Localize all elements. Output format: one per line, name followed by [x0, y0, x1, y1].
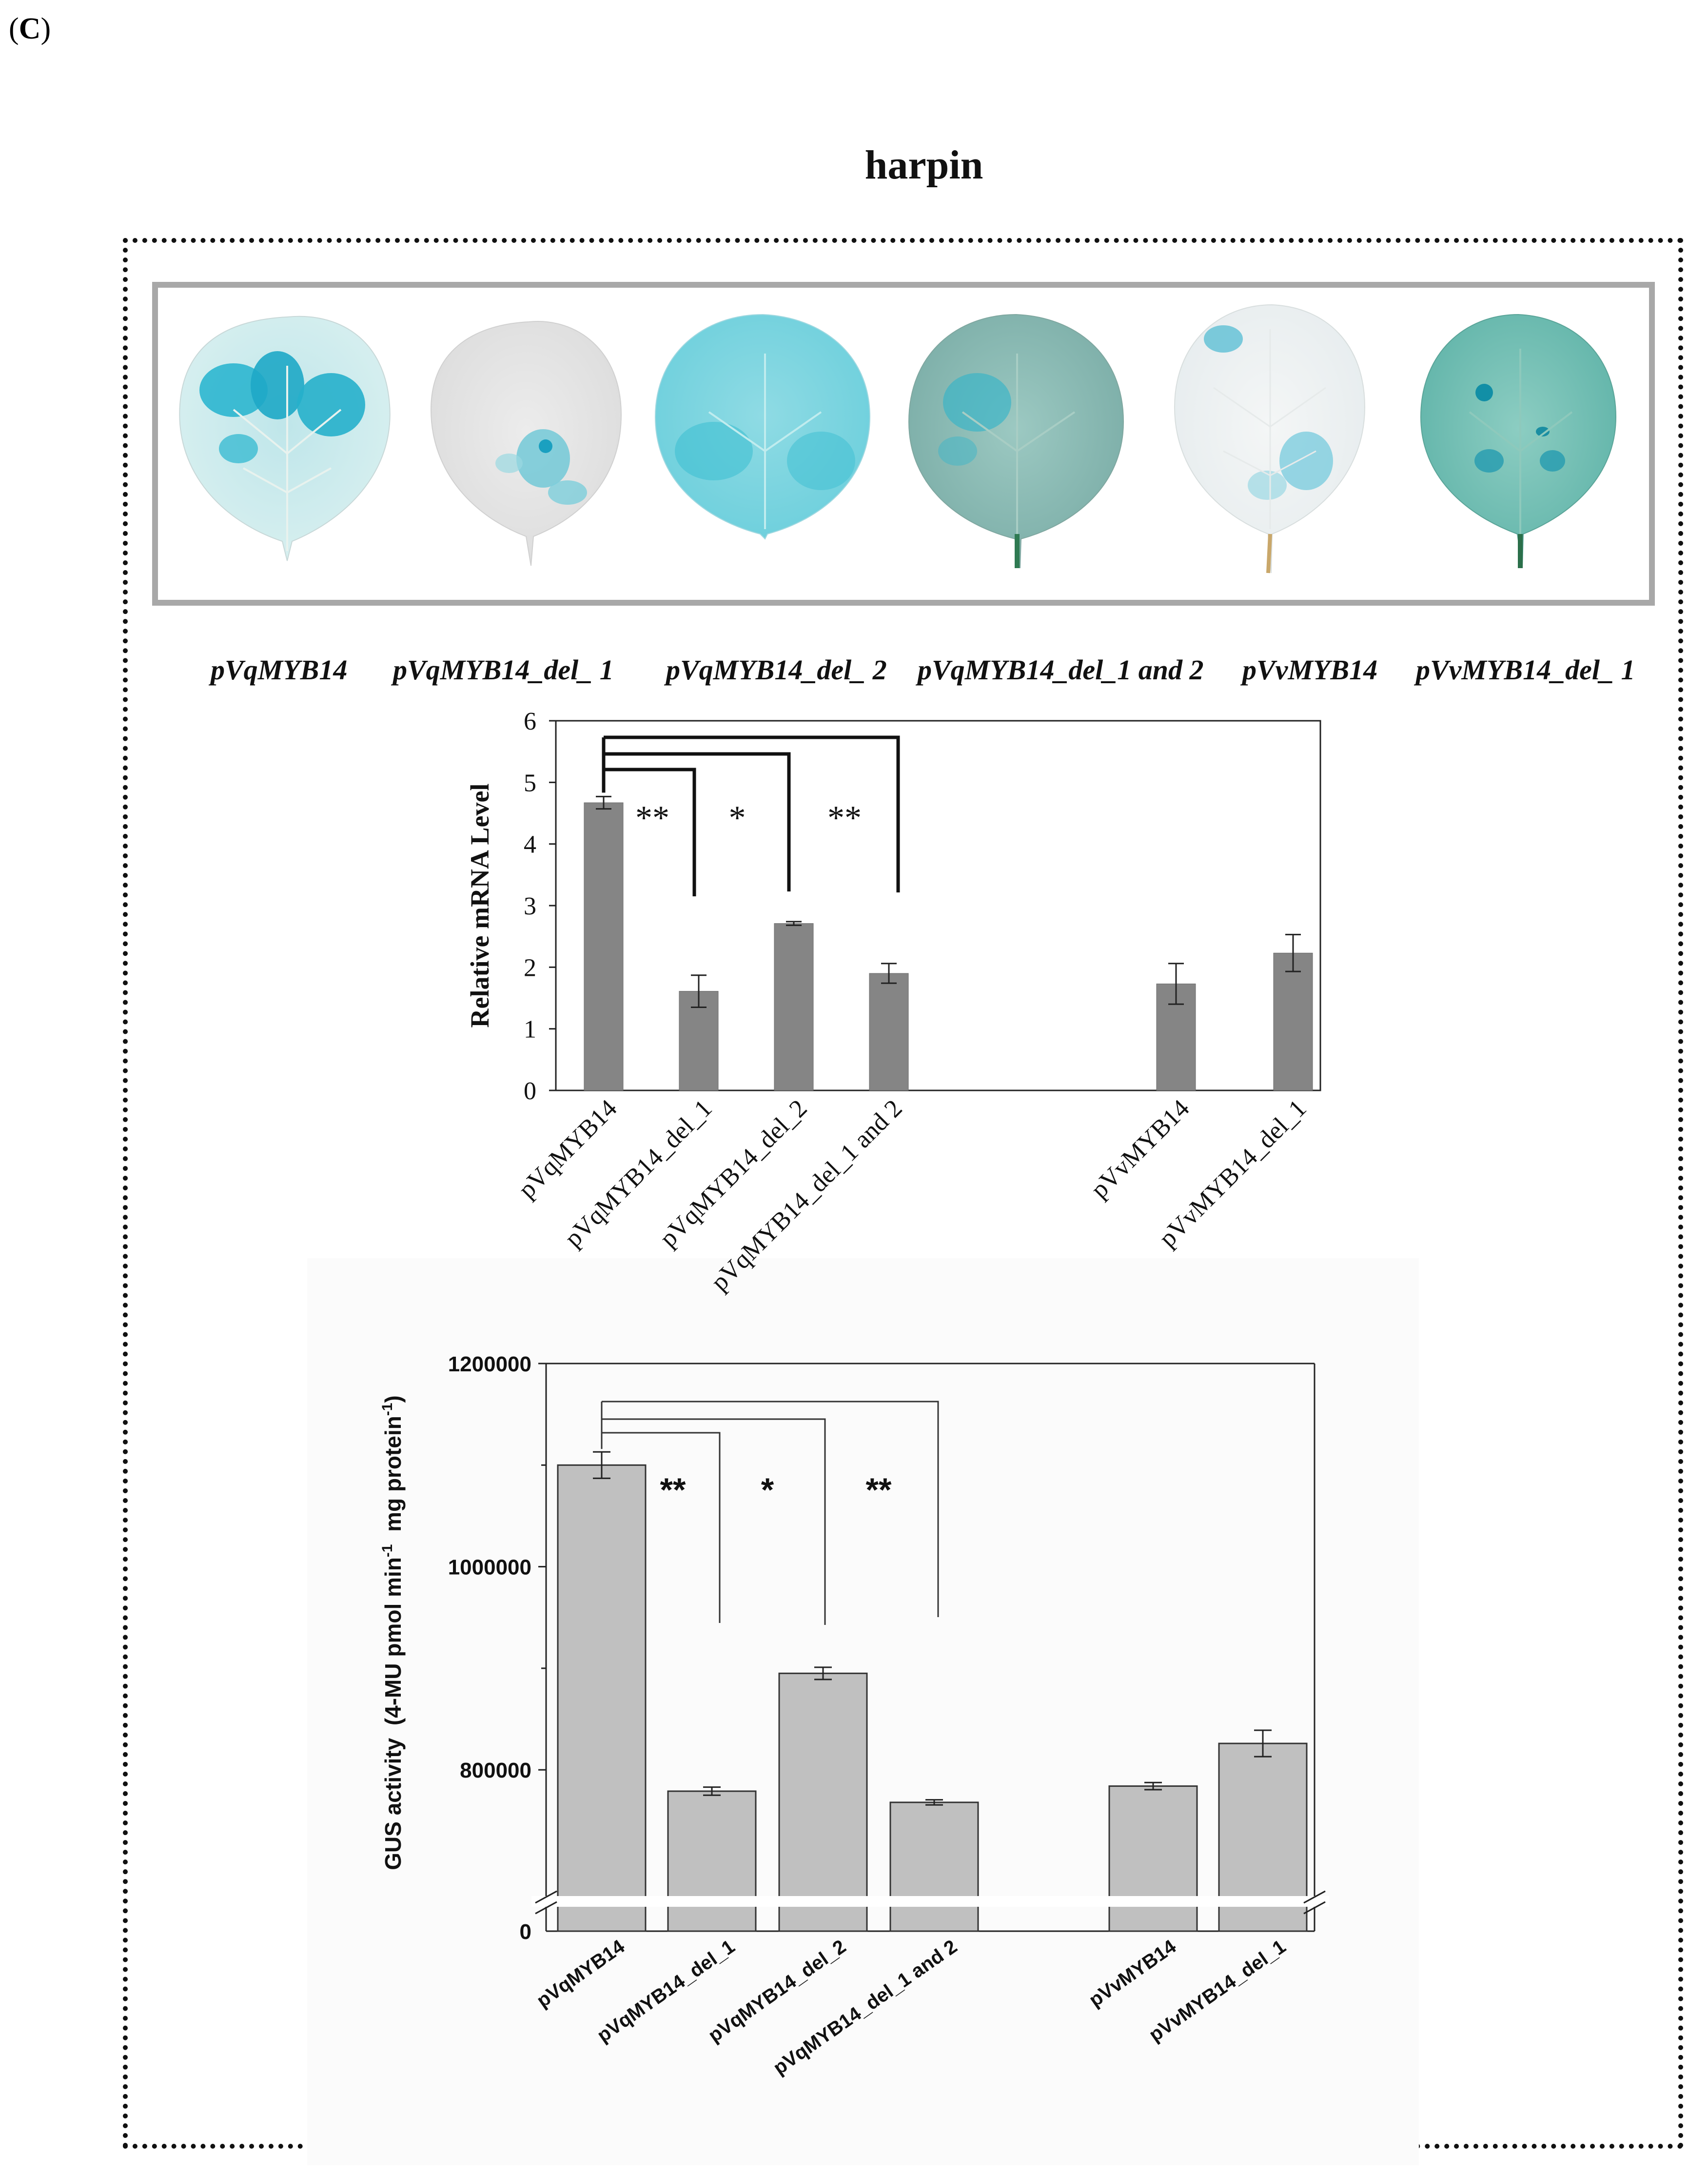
leaf-2	[430, 321, 622, 566]
leaf-photos	[179, 304, 1617, 573]
gus-sig-label: **	[660, 1471, 686, 1508]
gus-sig-bracket	[602, 1432, 721, 1623]
leaf-caption-3: pVqMYB14_del_ 2	[666, 654, 887, 686]
mrna-y-tick-label: 1	[524, 1016, 536, 1044]
gus-sig-bracket	[602, 1418, 826, 1625]
leaf-4	[908, 314, 1124, 569]
gus-break-mark	[1303, 1890, 1326, 1904]
mrna-y-tick-label: 6	[524, 708, 536, 735]
leaf-5	[1174, 304, 1366, 573]
mrna-bar	[774, 923, 814, 1091]
gus-bar	[1108, 1785, 1198, 1932]
leaf-caption-5: pVvMYB14	[1242, 654, 1378, 686]
mrna-x-tick-label: pVvMYB14	[1085, 1094, 1195, 1204]
mrna-sig-bracket	[604, 768, 696, 896]
mrna-y-tick-label: 5	[524, 769, 536, 797]
gus-y-tick-label: 800000	[460, 1759, 531, 1782]
gus-sig-bracket	[602, 1401, 939, 1617]
leaf-caption-2: pVqMYB14_del_ 1	[393, 654, 614, 686]
leaf-3	[654, 314, 871, 540]
gus-break-mark	[1303, 1901, 1326, 1915]
mrna-y-tick-label: 3	[524, 892, 536, 920]
leaf-caption-4: pVqMYB14_del_1 and 2	[918, 654, 1204, 686]
mrna-bar	[869, 973, 909, 1091]
mrna-bar	[584, 802, 624, 1091]
mrna-sig-bracket	[604, 752, 791, 891]
mrna-y-tick-label: 0	[524, 1077, 536, 1105]
mrna-x-tick-label: pVqMYB14_del_1 and 2	[706, 1094, 907, 1296]
gus-y-axis-label: GUS activity (4-MU pmol min-1 mg protein…	[379, 1395, 406, 1870]
mrna-y-tick-label: 2	[524, 954, 536, 982]
gus-y-tick-label: 1000000	[448, 1556, 531, 1580]
mrna-plot-frame	[555, 720, 1321, 1091]
gus-sig-label: *	[761, 1471, 774, 1508]
gus-sig-label: **	[866, 1471, 892, 1508]
mrna-bar	[1273, 952, 1313, 1091]
gus-y-break-floor-label: 0	[520, 1920, 531, 1944]
gus-y-tick-label: 1200000	[448, 1352, 531, 1376]
mrna-y-axis-label: Relative mRNA Level	[465, 784, 494, 1028]
gus-bar	[557, 1464, 647, 1932]
gus-x-tick-label: pVqMYB14_del_1 and 2	[769, 1936, 961, 2079]
leaf-caption-6: pVvMYB14_del_ 1	[1416, 654, 1635, 686]
gus-bar	[667, 1790, 757, 1932]
mrna-sig-label: *	[729, 799, 746, 837]
leaf-6	[1420, 314, 1617, 569]
leaf-1	[179, 316, 391, 561]
mrna-sig-label: **	[635, 799, 669, 837]
mrna-y-tick-label: 4	[524, 831, 536, 859]
gus-bar	[778, 1672, 868, 1932]
mrna-sig-bracket	[604, 735, 900, 892]
mrna-sig-label: **	[827, 799, 862, 837]
gus-break-mark	[535, 1890, 557, 1904]
leaf-photo-strip	[152, 282, 1655, 606]
gus-break-mark	[535, 1901, 557, 1915]
panel-letter: C	[19, 12, 41, 45]
gus-bar	[889, 1801, 979, 1932]
gus-axis-break-band	[531, 1896, 1329, 1907]
figure-title: harpin	[864, 142, 983, 188]
panel-label: (C)	[9, 12, 51, 45]
leaf-caption-1: pVqMYB14	[211, 654, 348, 686]
gus-x-tick-label: pVqMYB14	[533, 1936, 629, 2012]
gus-x-tick-label: pVvMYB14	[1085, 1936, 1180, 2011]
